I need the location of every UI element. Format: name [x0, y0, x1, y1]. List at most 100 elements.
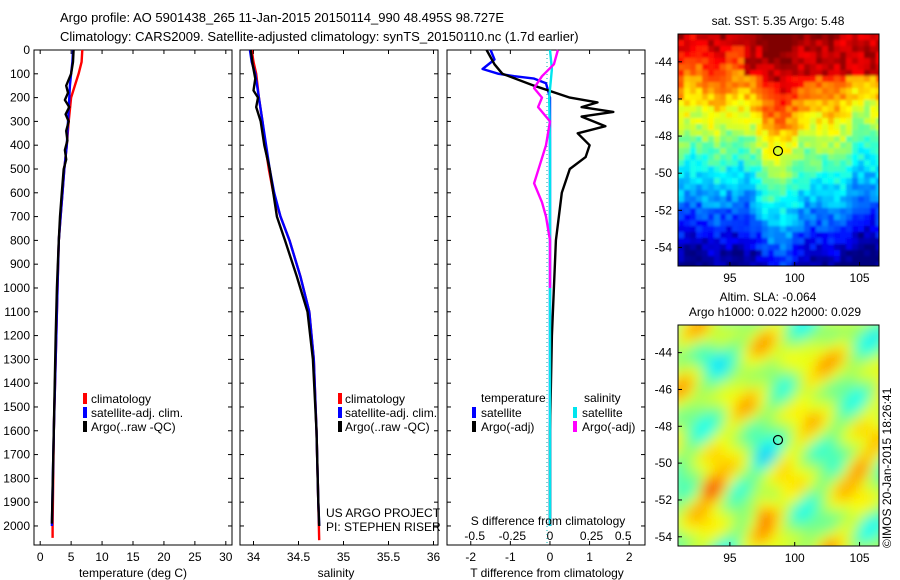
heatmap-cell — [864, 148, 871, 155]
heatmap-cell — [822, 262, 829, 266]
legend-label-sal-satellite: satellite — [582, 406, 623, 420]
heatmap-cell — [862, 405, 871, 414]
heatmap-cell — [828, 172, 835, 179]
heatmap-cell — [750, 541, 759, 546]
heatmap-cell — [774, 493, 783, 502]
heatmap-cell — [790, 461, 799, 470]
heatmap-cell — [852, 154, 859, 161]
heatmap-cell — [828, 118, 835, 125]
heatmap-cell — [862, 381, 871, 390]
heatmap-cell — [678, 477, 687, 486]
heatmap-cell — [816, 130, 823, 137]
heatmap-cell — [750, 533, 759, 542]
heatmap-cell — [734, 389, 743, 398]
heatmap-cell — [758, 477, 767, 486]
heatmap-cell — [876, 82, 879, 89]
heatmap-cell — [718, 493, 727, 502]
heatmap-cell — [806, 389, 815, 398]
heatmap-cell — [814, 325, 823, 334]
heatmap-cell — [694, 493, 703, 502]
heatmap-cell — [828, 34, 835, 41]
heatmap-cell — [876, 202, 879, 209]
heatmap-cell — [830, 357, 839, 366]
heatmap-cell — [782, 389, 791, 398]
heatmap-cell — [774, 373, 783, 382]
heatmap-cell — [750, 178, 757, 185]
heatmap-cell — [702, 525, 711, 534]
heatmap-cell — [792, 172, 799, 179]
heatmap-cell — [834, 142, 841, 149]
heatmap-cell — [762, 178, 769, 185]
temperature-legend: climatology satellite-adj. clim. Argo(..… — [83, 392, 183, 434]
heatmap-cell — [846, 469, 855, 478]
heatmap-cell — [756, 88, 763, 95]
heatmap-cell — [720, 214, 727, 221]
heatmap-cell — [870, 124, 877, 131]
heatmap-cell — [768, 268, 775, 275]
heatmap-cell — [804, 154, 811, 161]
heatmap-cell — [852, 172, 859, 179]
heatmap-cell — [804, 76, 811, 83]
heatmap-cell — [830, 373, 839, 382]
heatmap-cell — [726, 501, 735, 510]
heatmap-cell — [768, 52, 775, 59]
heatmap-cell — [750, 52, 757, 59]
map-y-tick-label: -50 — [655, 166, 673, 180]
heatmap-cell — [726, 112, 733, 119]
heatmap-cell — [726, 509, 735, 518]
heatmap-cell — [846, 112, 853, 119]
heatmap-cell — [806, 413, 815, 422]
heatmap-cell — [798, 477, 807, 486]
heatmap-cell — [714, 130, 721, 137]
heatmap-cell — [792, 202, 799, 209]
heatmap-cell — [846, 40, 853, 47]
heatmap-cell — [742, 533, 751, 542]
heatmap-cell — [792, 178, 799, 185]
heatmap-cell — [696, 250, 703, 257]
heatmap-cell — [828, 94, 835, 101]
heatmap-cell — [822, 381, 831, 390]
heatmap-cell — [886, 365, 895, 374]
heatmap-cell — [732, 40, 739, 47]
heatmap-cell — [806, 461, 815, 470]
x-tick-label: 25 — [188, 550, 202, 564]
heatmap-cell — [834, 178, 841, 185]
heatmap-cell — [694, 461, 703, 470]
heatmap-cell — [762, 250, 769, 257]
heatmap-cell — [702, 220, 709, 227]
heatmap-cell — [690, 184, 697, 191]
heatmap-cell — [876, 268, 883, 275]
heatmap-cell — [734, 381, 743, 390]
heatmap-cell — [732, 58, 739, 65]
heatmap-cell — [762, 220, 769, 227]
heatmap-cell — [834, 94, 841, 101]
heatmap-cell — [738, 124, 745, 131]
heatmap-cell — [726, 94, 733, 101]
heatmap-cell — [710, 541, 719, 546]
heatmap-cell — [822, 40, 829, 47]
heatmap-cell — [750, 46, 757, 53]
heatmap-cell — [780, 202, 787, 209]
heatmap-cell — [828, 232, 835, 239]
heatmap-cell — [678, 437, 687, 446]
heatmap-cell — [870, 208, 877, 215]
heatmap-cell — [678, 445, 679, 454]
heatmap-cell — [780, 70, 787, 77]
difference-axes — [446, 49, 646, 546]
heatmap-cell — [846, 244, 853, 251]
heatmap-cell — [732, 262, 739, 266]
heatmap-cell — [858, 40, 865, 47]
heatmap-cell — [780, 154, 787, 161]
heatmap-cell — [742, 509, 751, 518]
heatmap-cell — [714, 76, 721, 83]
heatmap-cell — [702, 178, 709, 185]
heatmap-cell — [744, 250, 751, 257]
heatmap-cell — [876, 256, 879, 263]
heatmap-cell — [852, 40, 859, 47]
heatmap-cell — [870, 541, 879, 546]
heatmap-cell — [678, 64, 685, 71]
heatmap-cell — [870, 357, 879, 366]
heatmap-cell — [738, 166, 745, 173]
heatmap-cell — [822, 469, 831, 478]
heatmap-cell — [854, 341, 863, 350]
